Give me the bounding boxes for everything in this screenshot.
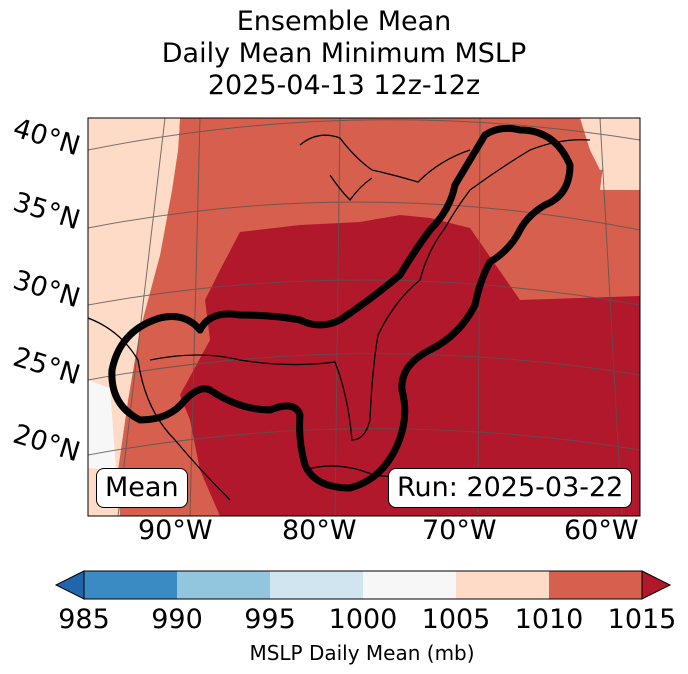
map-panel: [88, 118, 640, 516]
lon-label-90w: 90°W: [138, 515, 213, 546]
colorbar-tick-1015: 1015: [607, 604, 677, 635]
colorbar-bin-1005-1010: [456, 571, 549, 599]
contour-outline: [108, 124, 574, 492]
colorbar-bin-995-1000: [270, 571, 363, 599]
lon-label-80w: 80°W: [282, 515, 357, 546]
map-frame: [87, 117, 641, 517]
colorbar-tick-990: 990: [151, 604, 203, 635]
mean-label-box: Mean: [96, 468, 188, 508]
colorbar-bin-1010-1015: [549, 571, 642, 599]
colorbar-tick-1010: 1010: [514, 604, 584, 635]
colorbar-tick-1005: 1005: [421, 604, 491, 635]
title-line-2: Daily Mean Minimum MSLP: [161, 38, 527, 69]
colorbar-bin-990-995: [177, 571, 270, 599]
colorbar-tick-995: 995: [244, 604, 296, 635]
colorbar-tick-985: 985: [58, 604, 110, 635]
colorbar-bin-985-990: [84, 571, 177, 599]
colorbar-bin-1000-1005: [363, 571, 456, 599]
colorbar-extend-low: [54, 570, 85, 600]
run-date-box: Run: 2025-03-22: [388, 468, 633, 508]
lon-label-70w: 70°W: [422, 515, 497, 546]
colorbar: [54, 570, 672, 600]
graticule: [88, 118, 640, 516]
title-line-1: Ensemble Mean: [236, 6, 452, 37]
colorbar-label: MSLP Daily Mean (mb): [249, 641, 475, 665]
colorbar-tick-1000: 1000: [328, 604, 398, 635]
title-line-3: 2025-04-13 12z-12z: [207, 70, 481, 101]
lon-label-60w: 60°W: [564, 515, 639, 546]
colorbar-extend-high: [641, 570, 672, 600]
